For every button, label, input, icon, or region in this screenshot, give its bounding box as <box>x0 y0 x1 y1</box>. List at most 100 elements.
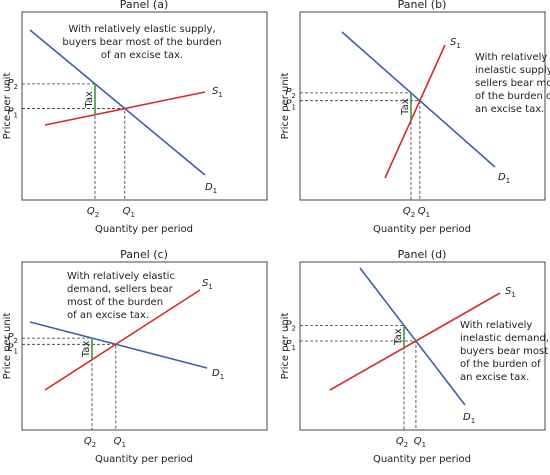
supply-label-base: S <box>505 286 512 297</box>
q2-label-base: Q <box>396 436 404 447</box>
q1-label-base: Q <box>418 206 426 217</box>
panel: Panel (d) Price per unit Quantity per peri… <box>280 248 549 465</box>
supply-curve <box>44 91 206 126</box>
q1-label-sub: 1 <box>426 211 430 219</box>
q2-label: Q2 <box>84 436 96 449</box>
demand-label-sub: 1 <box>506 177 510 185</box>
p1-label-base: P <box>286 339 293 350</box>
panel: Panel (b) Price per unit Quantity per peri… <box>280 0 550 235</box>
demand-label: D1 <box>205 182 217 195</box>
q1-label: Q1 <box>123 206 135 219</box>
p1-label-sub: 1 <box>14 112 18 120</box>
demand-label-base: D <box>498 172 506 183</box>
supply-label-sub: 1 <box>218 91 222 99</box>
q2-label-base: Q <box>403 206 411 217</box>
annotation-line: demand, sellers bear <box>67 284 174 295</box>
p1-label-sub: 1 <box>14 347 18 355</box>
supply-label: S1 <box>450 37 461 50</box>
demand-label: D1 <box>498 172 510 185</box>
panel-title: Panel (d) <box>398 248 447 261</box>
q2-label: Q2 <box>396 436 408 449</box>
supply-label: S1 <box>505 286 516 299</box>
p1-label-base: P <box>8 107 15 118</box>
x-axis-label: Quantity per period <box>95 224 193 235</box>
demand-curve <box>341 31 496 168</box>
dashed-guide <box>22 337 117 430</box>
supply-label-base: S <box>212 86 219 97</box>
p2-label-base: P <box>286 319 293 330</box>
plot-box <box>299 261 546 431</box>
panel: Panel (c) Price per unit Quantity per peri… <box>2 248 268 465</box>
annotation-line: most of the burden <box>67 297 163 308</box>
p2-label: P2 <box>286 319 297 332</box>
p2-label-base: P <box>8 332 15 343</box>
dashed-guide <box>22 83 126 200</box>
tax-label: Tax <box>81 341 92 359</box>
p2-label: P2 <box>8 332 19 345</box>
q2-label-base: Q <box>87 206 95 217</box>
p2-label-sub: 2 <box>14 83 18 91</box>
y-axis-label: Price per unit <box>2 313 13 380</box>
demand-curve <box>29 321 208 369</box>
x-axis-label: Quantity per period <box>95 454 193 465</box>
p1-label: P1 <box>286 99 297 112</box>
demand-label-base: D <box>212 368 220 379</box>
demand-label-sub: 1 <box>220 373 224 381</box>
q1-label-base: Q <box>123 206 131 217</box>
supply-curve <box>44 289 201 391</box>
annotation-line: With relatively elastic <box>67 271 175 282</box>
q1-label-sub: 1 <box>130 211 134 219</box>
p1-label: P1 <box>8 342 19 355</box>
panel-title: Panel (b) <box>398 0 447 11</box>
annotation-line: buyers bear most <box>460 346 548 357</box>
supply-label: S1 <box>202 278 213 291</box>
q2-label-sub: 2 <box>92 441 96 449</box>
q2-label-sub: 2 <box>95 211 99 219</box>
q1-label: Q1 <box>414 436 426 449</box>
panel-title: Panel (a) <box>120 0 169 11</box>
y-axis-label: Price per unit <box>280 313 291 380</box>
demand-curve <box>29 29 206 176</box>
annotation-line: sellers bear most <box>475 78 550 89</box>
y-axis-label: Price per unit <box>2 73 13 140</box>
q1-label-base: Q <box>114 436 122 447</box>
p1-label-base: P <box>8 342 15 353</box>
supply-label: S1 <box>212 86 223 99</box>
q2-label-sub: 2 <box>411 211 415 219</box>
demand-label: D1 <box>463 412 475 425</box>
plot-box <box>21 261 268 431</box>
p1-label: P1 <box>286 339 297 352</box>
annotation-line: With relatively <box>475 52 547 63</box>
p1-label: P1 <box>8 107 19 120</box>
supply-label-sub: 1 <box>456 42 460 50</box>
x-axis-label: Quantity per period <box>373 224 471 235</box>
q1-label-base: Q <box>414 436 422 447</box>
p1-label-sub: 1 <box>292 344 296 352</box>
tax-label: Tax <box>400 98 411 116</box>
annotation-line: of the burden of <box>475 91 550 102</box>
supply-label-sub: 1 <box>208 283 212 291</box>
annotation-line: buyers bear most of the burden <box>62 37 221 48</box>
p2-label-base: P <box>8 78 15 89</box>
q1-label: Q1 <box>418 206 430 219</box>
p1-label-sub: 1 <box>292 104 296 112</box>
p2-label-sub: 2 <box>14 337 18 345</box>
demand-label-sub: 1 <box>471 417 475 425</box>
demand-label: D1 <box>212 368 224 381</box>
annotation-line: an excise tax. <box>460 372 529 383</box>
plot-box <box>21 11 268 201</box>
p2-label: P2 <box>8 78 19 91</box>
p2-label: P2 <box>286 87 297 100</box>
demand-label-base: D <box>205 182 213 193</box>
supply-label-base: S <box>450 37 457 48</box>
supply-label-sub: 1 <box>511 291 515 299</box>
p2-label-base: P <box>286 87 293 98</box>
annotation-line: With relatively <box>460 320 532 331</box>
annotation-line: of the burden of <box>460 359 541 370</box>
q1-label-sub: 1 <box>422 441 426 449</box>
p2-label-sub: 2 <box>292 92 296 100</box>
supply-curve <box>384 44 446 179</box>
q2-label: Q2 <box>403 206 415 219</box>
q1-label: Q1 <box>114 436 126 449</box>
tax-label: Tax <box>84 91 95 109</box>
